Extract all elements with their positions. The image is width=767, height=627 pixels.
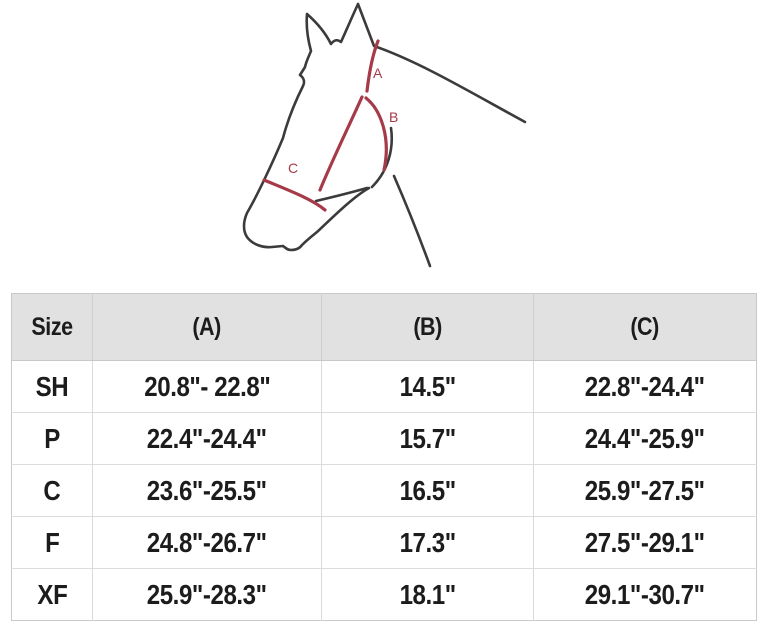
cheek-curve-path xyxy=(370,126,393,189)
measurement-c-cell: 27.5"-29.1" xyxy=(533,516,757,569)
measurement-a-cell: 25.9"-28.3" xyxy=(92,568,322,621)
size-cell: SH xyxy=(11,360,93,413)
measurement-c-cell: 24.4"-25.9" xyxy=(533,412,757,465)
measurement-a-cell: 24.8"-26.7" xyxy=(92,516,322,569)
measurement-b-cell: 16.5" xyxy=(321,464,534,517)
table-row-f: F 24.8"-26.7" 17.3" 27.5"-29.1" xyxy=(11,516,757,569)
size-cell: P xyxy=(11,412,93,465)
column-header-c: (C) xyxy=(533,293,757,361)
measurement-c-cell: 22.8"-24.4" xyxy=(533,360,757,413)
halter-cheek-strap xyxy=(318,95,364,192)
head-outline-path xyxy=(242,2,527,252)
measurement-c-cell: 25.9"-27.5" xyxy=(533,464,757,517)
halter-noseband-c xyxy=(262,178,327,212)
column-header-size: Size xyxy=(11,293,93,361)
size-cell: C xyxy=(11,464,93,517)
mouth-line-path xyxy=(314,186,369,203)
size-cell: XF xyxy=(11,568,93,621)
table-row-c: C 23.6"-25.5" 16.5" 25.9"-27.5" xyxy=(11,464,757,517)
halter-strap-b xyxy=(364,96,388,172)
measurement-a-cell: 20.8"- 22.8" xyxy=(92,360,322,413)
header-row: Size (A) (B) (C) xyxy=(11,293,757,361)
measurement-label-c: C xyxy=(288,160,298,176)
column-header-a: (A) xyxy=(92,293,322,361)
halter-strap-a xyxy=(365,39,380,93)
column-header-b: (B) xyxy=(321,293,534,361)
size-chart-table: Size (A) (B) (C) SH 20.8"- 22.8" 14.5" 2… xyxy=(11,293,757,621)
halter-straps xyxy=(262,39,388,212)
measurement-b-cell: 15.7" xyxy=(321,412,534,465)
horse-halter-diagram: A B C xyxy=(0,0,767,290)
table-row-p: P 22.4"-24.4" 15.7" 24.4"-25.9" xyxy=(11,412,757,465)
measurement-c-cell: 29.1"-30.7" xyxy=(533,568,757,621)
size-cell: F xyxy=(11,516,93,569)
measurement-b-cell: 17.3" xyxy=(321,516,534,569)
horse-head-outline-svg: A B C xyxy=(242,2,527,268)
table-row-sh: SH 20.8"- 22.8" 14.5" 22.8"-24.4" xyxy=(11,360,757,413)
horse-outline xyxy=(242,2,527,268)
measurement-label-b: B xyxy=(389,109,398,125)
measurement-label-a: A xyxy=(373,65,383,81)
table-row-xf: XF 25.9"-28.3" 18.1" 29.1"-30.7" xyxy=(11,568,757,621)
measurement-a-cell: 22.4"-24.4" xyxy=(92,412,322,465)
measurement-b-cell: 14.5" xyxy=(321,360,534,413)
measurement-b-cell: 18.1" xyxy=(321,568,534,621)
measurement-a-cell: 23.6"-25.5" xyxy=(92,464,322,517)
size-chart-body: SH 20.8"- 22.8" 14.5" 22.8"-24.4" P 22.4… xyxy=(11,360,757,621)
size-chart-header: Size (A) (B) (C) xyxy=(11,293,757,361)
neck-front-path xyxy=(392,174,432,268)
